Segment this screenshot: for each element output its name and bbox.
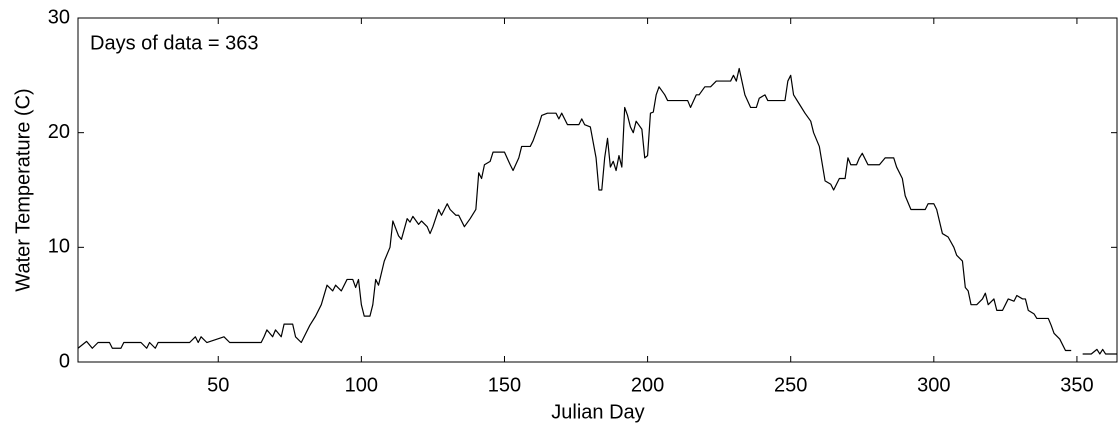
y-tick-label: 30 [48, 6, 70, 28]
data-line [77, 67, 1117, 355]
y-tick-label: 20 [48, 121, 70, 143]
x-tick-label: 300 [917, 374, 950, 396]
plot-frame [77, 17, 1118, 363]
y-tick-label: 0 [59, 350, 70, 372]
y-tick-label: 10 [48, 236, 70, 258]
annotation: Days of data = 363 [90, 32, 258, 54]
y-axis-label: Water Temperature (C) [12, 88, 34, 291]
x-tick-label: 250 [774, 374, 807, 396]
x-tick-label: 350 [1060, 374, 1093, 396]
x-tick-label: 150 [488, 374, 521, 396]
x-tick-label: 50 [207, 374, 229, 396]
x-tick-label: 200 [631, 374, 664, 396]
x-axis-label: Julian Day [551, 401, 644, 423]
x-tick-label: 100 [345, 374, 378, 396]
